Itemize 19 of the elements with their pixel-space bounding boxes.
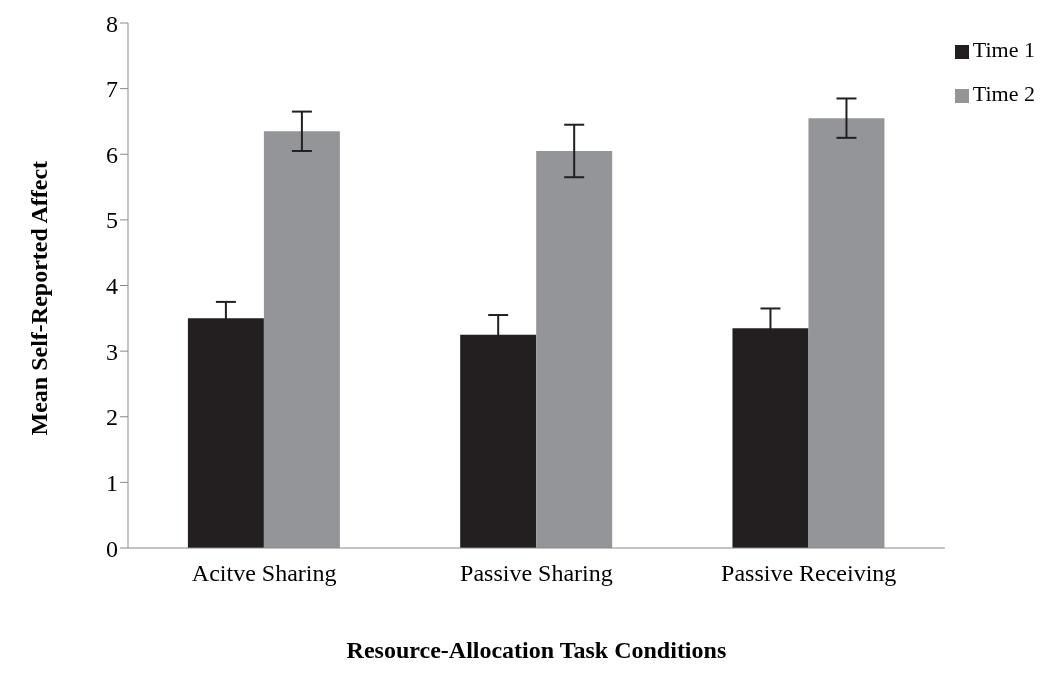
y-tick-label: 0: [106, 535, 118, 562]
y-tick-label: 3: [106, 338, 118, 365]
y-tick-label: 4: [106, 273, 118, 300]
y-tick-label: 2: [106, 404, 118, 431]
x-axis-title: Resource-Allocation Task Conditions: [346, 637, 727, 663]
y-tick-label: 6: [106, 141, 118, 168]
y-tick-label: 1: [106, 469, 118, 496]
y-tick-label: 7: [106, 76, 118, 103]
x-tick-label: Passive Receiving: [721, 560, 897, 587]
bar: [263, 131, 340, 548]
x-tick-label: Acitve Sharing: [191, 560, 337, 587]
y-tick-label: 5: [106, 207, 118, 234]
bar: [536, 150, 613, 548]
legend-label: Time 2: [972, 81, 1035, 106]
x-tick-label: Passive Sharing: [460, 560, 613, 587]
legend-label: Time 1: [972, 37, 1035, 62]
bar: [808, 118, 885, 548]
y-axis-title: Mean Self-Reported Affect: [25, 160, 52, 436]
y-tick-label: 8: [106, 10, 118, 37]
